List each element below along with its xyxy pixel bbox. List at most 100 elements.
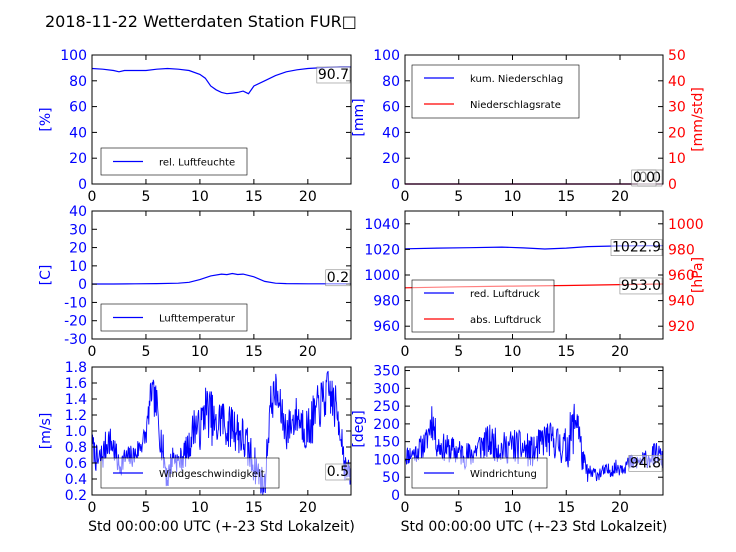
y-tick-label: 1040 [364,217,400,233]
y-tick-label: 30 [69,222,87,238]
y-tick-label: 40 [382,125,400,141]
y-tick-label: 40 [69,204,87,220]
panel-humidity: 0 5 10 15 20 0 20 40 60 80 100 [%] 90.7 rel. Luftfeuc… [38,48,352,205]
x-axis-label: Std 00:00:00 UTC (+-23 Std Lokalzeit) [401,519,668,535]
y-tick-label: 0 [391,488,400,504]
current-value-box [316,66,351,84]
current-value-label: 953.0 [621,278,661,294]
x-tick-label: 20 [299,344,317,360]
legend-label: Lufttemperatur [159,314,236,325]
series-line-windrichtung [404,403,664,482]
y-tick-label: 980 [373,294,400,310]
x-tick-label: 5 [454,500,463,516]
x-tick-label: 20 [611,344,629,360]
y-tick-label: 20 [69,151,87,167]
y-axis-label: [deg] [351,410,367,447]
x-tick-label: 20 [611,500,629,516]
legend-label: Niederschlagsrate [470,100,561,111]
current-value-box [610,239,663,256]
legend: Windrichtung [411,457,548,489]
current-value-label: 1022.9 [612,240,661,256]
y-axis-label: [m/s] [38,413,54,450]
x-tick-label: 0 [401,500,410,516]
x-tick-label: 20 [299,189,317,205]
x-tick-label: 0 [88,500,97,516]
y-tick-label: 80 [69,74,87,90]
y-tick-label: -20 [64,314,87,330]
x-tick-label: 15 [245,344,263,360]
x-tick-label: 15 [557,189,575,205]
x-tick-label: 5 [454,344,463,360]
chart-title: 2018-11-22 Wetterdaten Station FUR□ [45,12,357,31]
y-tick-label: 60 [69,100,87,116]
x-tick-label: 5 [141,500,150,516]
panel-windspeed: 0 5 10 15 20 0.20.40.60.81.01.21.41.61.8 [m/s]… [38,360,355,535]
y-tick-label: -30 [64,332,87,348]
legend: kum. Niederschlag Niederschlagsrate [411,64,580,119]
legend: rel. Luftfeuchte [100,147,248,176]
y2-tick-label: 1000 [668,217,704,233]
x-tick-label: 0 [88,344,97,360]
current-value-label: 90.7 [318,67,349,83]
y-tick-label: 100 [373,452,400,468]
x-tick-label: 10 [191,500,209,516]
plot-frame [91,210,352,340]
y2-tick-label: 20 [668,125,686,141]
current-value-box [325,269,351,287]
y-tick-label: 50 [382,470,400,486]
x-tick-label: 15 [245,500,263,516]
y-tick-label: 1000 [364,268,400,284]
y2-tick-label: 980 [668,242,695,258]
x-tick-label: 20 [299,500,317,516]
y-tick-label: 10 [69,259,87,275]
y-tick-label: 100 [373,48,400,64]
current-value-box [325,463,351,481]
legend-label: rel. Luftfeuchte [159,158,235,169]
current-value-box [619,277,663,295]
y2-tick-label: 0 [668,177,677,193]
y2-axis-label: [hPa] [690,257,706,293]
x-tick-label: 0 [88,189,97,205]
plot-frame [91,54,352,185]
x-tick-label: 5 [141,189,150,205]
y2-axis-label: [mm/std] [690,87,706,152]
current-value-label: 94.8 [630,455,661,471]
current-value-label: 0.0 [633,170,655,186]
current-value-label: 0.2 [327,270,349,286]
y-tick-label: 60 [382,100,400,116]
y-tick-label: 0 [391,177,400,193]
legend-label: kum. Niederschlag [470,74,563,85]
y-tick-label: 20 [382,151,400,167]
y2-tick-label: 30 [668,100,686,116]
y-tick-label: 1.0 [65,424,87,440]
x-tick-label: 10 [504,500,522,516]
x-tick-label: 20 [611,189,629,205]
y-tick-label: 40 [69,125,87,141]
legend-label: Windgeschwindigkeit [159,469,265,480]
panel-pressure: 0 5 10 15 20 960 980 1000 1020 1040 920 940 960 980 10… [364,210,706,360]
y2-tick-label: 920 [668,319,695,335]
x-tick-label: 15 [557,500,575,516]
current-value-label: 0.5 [327,464,349,480]
series-line-lufttemperatur [92,272,351,285]
y-tick-label: 200 [373,417,400,433]
y-tick-label: -10 [64,295,87,311]
y-tick-label: 80 [382,74,400,90]
y2-tick-label: 10 [668,151,686,167]
y-tick-label: 100 [60,48,87,64]
x-tick-label: 15 [245,189,263,205]
y2-tick-label: 940 [668,294,695,310]
y-tick-label: 0.6 [65,456,87,472]
y-tick-label: 1.8 [65,360,87,376]
y2-tick-label: 960 [668,268,695,284]
series-line-rel--luftfeuchte [91,66,351,95]
x-tick-label: 10 [191,344,209,360]
y-tick-label: 0.8 [65,440,87,456]
x-tick-label: 10 [191,189,209,205]
y-tick-label: 350 [373,364,400,380]
legend-label: abs. Luftdruck [470,315,541,326]
y-tick-label: 150 [373,435,400,451]
